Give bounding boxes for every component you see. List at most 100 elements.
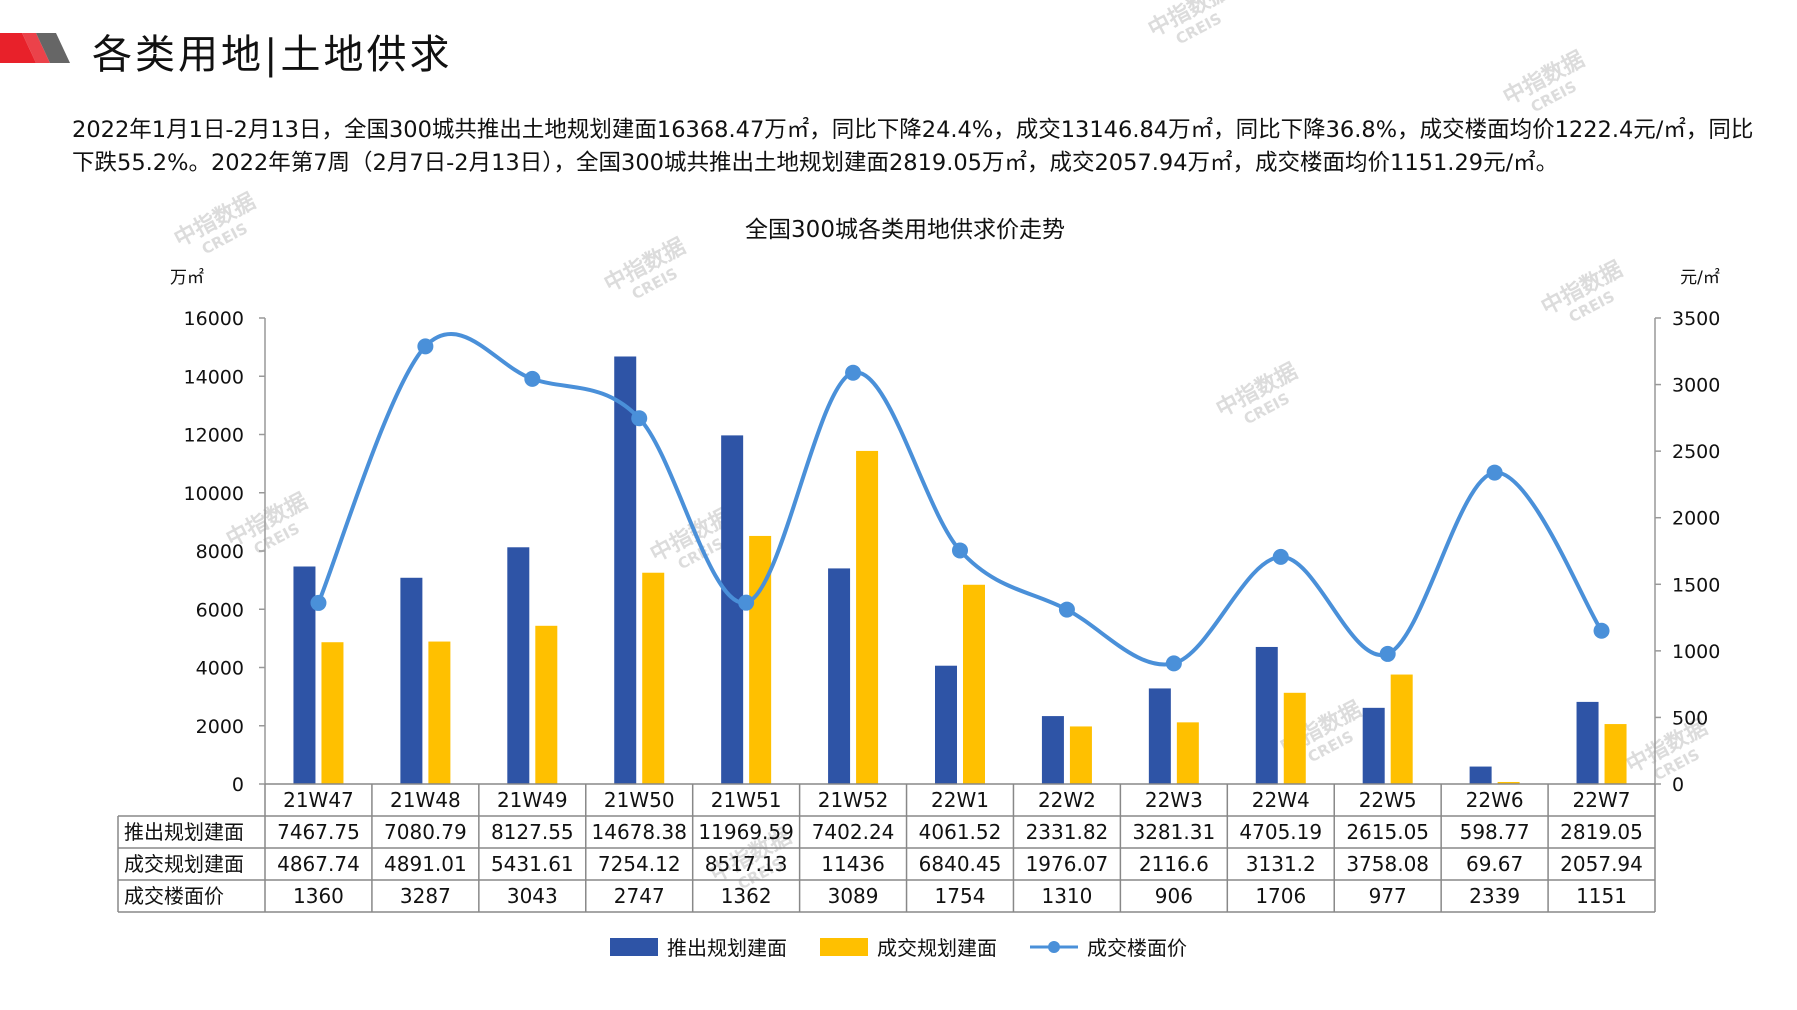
data-label-supply: 7467.75 xyxy=(277,820,360,844)
data-label-supply: 7080.79 xyxy=(384,820,467,844)
price-point xyxy=(524,370,541,387)
y-left-tick-label: 2000 xyxy=(196,716,244,738)
data-label-supply: 4061.52 xyxy=(919,820,1002,844)
price-point xyxy=(631,410,648,427)
data-label-supply: 2331.82 xyxy=(1026,820,1109,844)
bar-deal xyxy=(1390,674,1413,784)
y-right-tick-label: 500 xyxy=(1672,707,1708,729)
data-label-deal: 4891.01 xyxy=(384,852,467,876)
bar-deal xyxy=(321,642,344,784)
y-left-tick-label: 4000 xyxy=(196,658,244,680)
bar-supply xyxy=(828,568,851,784)
data-label-deal: 11436 xyxy=(821,852,885,876)
price-point xyxy=(1379,645,1396,662)
bar-supply xyxy=(293,566,316,784)
data-label-price: 1360 xyxy=(293,884,344,908)
data-label-supply: 8127.55 xyxy=(491,820,574,844)
data-label-deal: 8517.13 xyxy=(705,852,788,876)
y-left-tick-label: 6000 xyxy=(196,599,244,621)
bar-deal xyxy=(1069,726,1092,784)
bar-supply xyxy=(1255,646,1278,784)
y-left-tick-label: 12000 xyxy=(184,425,244,447)
price-point xyxy=(417,338,434,355)
data-label-price: 1754 xyxy=(935,884,986,908)
data-label-supply: 7402.24 xyxy=(812,820,895,844)
bar-deal xyxy=(1497,781,1520,784)
data-label-price: 1151 xyxy=(1576,884,1627,908)
bar-supply xyxy=(1148,688,1171,784)
data-label-supply: 598.77 xyxy=(1460,820,1530,844)
bar-deal xyxy=(642,572,665,784)
data-label-price: 977 xyxy=(1369,884,1407,908)
data-label-supply: 2615.05 xyxy=(1346,820,1429,844)
brand-logo-icon xyxy=(0,33,70,63)
price-point xyxy=(845,364,862,381)
category-label: 21W48 xyxy=(390,788,461,812)
data-label-deal: 2057.94 xyxy=(1560,852,1643,876)
category-label: 21W51 xyxy=(711,788,782,812)
bar-supply xyxy=(614,356,637,784)
data-label-price: 2747 xyxy=(614,884,665,908)
data-label-supply: 14678.38 xyxy=(592,820,687,844)
bar-supply xyxy=(721,435,744,784)
bar-supply xyxy=(400,577,423,784)
y-right-tick-label: 2500 xyxy=(1672,441,1720,463)
price-point xyxy=(1486,464,1503,481)
bar-supply xyxy=(1576,701,1599,784)
category-label: 22W7 xyxy=(1573,788,1631,812)
price-point xyxy=(1593,622,1610,639)
legend-label-deal: 成交规划建面 xyxy=(877,936,997,960)
legend-swatch-deal xyxy=(820,938,868,956)
data-label-deal: 4867.74 xyxy=(277,852,360,876)
data-label-price: 906 xyxy=(1155,884,1193,908)
data-label-price: 3287 xyxy=(400,884,451,908)
bar-supply xyxy=(1469,766,1492,784)
data-label-price: 3089 xyxy=(828,884,879,908)
watermark: 中指数据 CREIS xyxy=(1144,0,1234,49)
category-label: 22W5 xyxy=(1359,788,1417,812)
bar-deal xyxy=(1604,724,1627,784)
bar-supply xyxy=(1041,716,1064,784)
category-label: 22W6 xyxy=(1466,788,1524,812)
legend-label-price: 成交楼面价 xyxy=(1087,936,1187,960)
legend-label-supply: 推出规划建面 xyxy=(667,936,787,960)
category-label: 21W49 xyxy=(497,788,568,812)
data-label-deal: 3758.08 xyxy=(1346,852,1429,876)
y-left-tick-label: 10000 xyxy=(184,483,244,505)
price-point xyxy=(952,542,968,559)
y-left-unit: 万㎡ xyxy=(170,268,204,288)
legend-swatch-price-marker xyxy=(1048,941,1060,953)
y-right-tick-label: 1000 xyxy=(1672,641,1720,663)
legend-swatch-supply xyxy=(610,938,658,956)
y-right-unit: 元/㎡ xyxy=(1680,268,1720,288)
category-label: 22W4 xyxy=(1252,788,1310,812)
data-label-deal: 5431.61 xyxy=(491,852,574,876)
price-point xyxy=(1272,548,1289,565)
data-label-deal: 7254.12 xyxy=(598,852,681,876)
bar-deal xyxy=(1283,692,1306,784)
y-right-tick-label: 3500 xyxy=(1672,308,1720,330)
data-label-deal: 1976.07 xyxy=(1026,852,1109,876)
category-label: 21W50 xyxy=(604,788,675,812)
page-title: 各类用地|土地供求 xyxy=(92,32,453,78)
y-left-tick-label: 16000 xyxy=(184,308,244,330)
bar-supply xyxy=(507,547,530,784)
category-label: 22W1 xyxy=(931,788,989,812)
data-label-price: 1706 xyxy=(1255,884,1306,908)
price-point xyxy=(1058,601,1075,618)
data-label-price: 1310 xyxy=(1041,884,1092,908)
summary-paragraph: 2022年1月1日-2月13日，全国300城共推出土地规划建面16368.47万… xyxy=(72,117,1754,176)
data-label-deal: 69.67 xyxy=(1466,852,1523,876)
data-label-supply: 11969.59 xyxy=(698,820,793,844)
y-right-tick-label: 2000 xyxy=(1672,508,1720,530)
bar-deal xyxy=(1176,722,1199,784)
data-label-price: 3043 xyxy=(507,884,558,908)
price-point xyxy=(1165,655,1182,672)
y-right-tick-label: 1500 xyxy=(1672,574,1720,596)
y-right-tick-label: 0 xyxy=(1672,774,1684,796)
category-label: 21W52 xyxy=(818,788,889,812)
price-point xyxy=(310,594,327,611)
data-label-supply: 2819.05 xyxy=(1560,820,1643,844)
y-left-tick-label: 0 xyxy=(232,774,244,796)
